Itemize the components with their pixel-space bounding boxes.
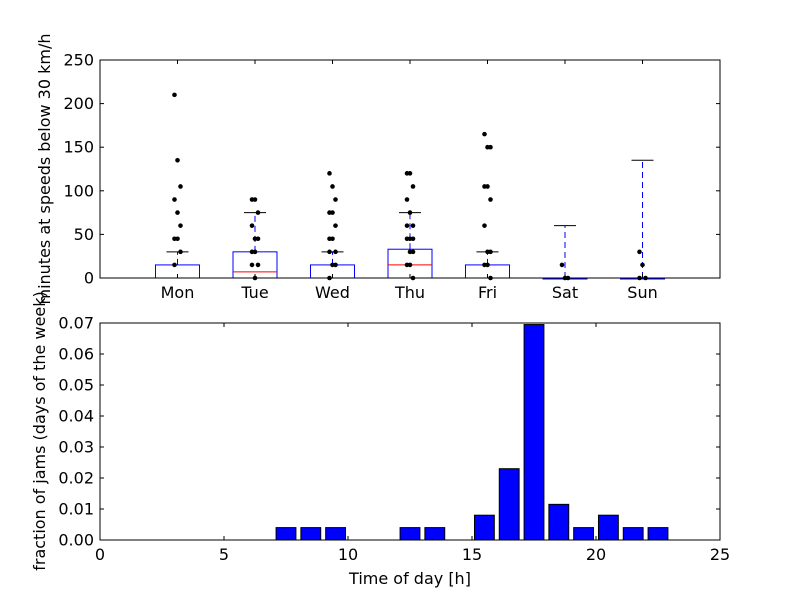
- box-plot-y-tick-label: 0: [84, 269, 94, 288]
- bar-chart-x-ticks: 0 5 10 15 20 25: [95, 323, 730, 564]
- box-outlier-point: [249, 223, 255, 228]
- box-outlier-point: [175, 157, 180, 163]
- box-outlier-point: [172, 197, 177, 202]
- bar-hour-12: [399, 527, 421, 541]
- bar-chart-y-axis-label: fraction of jams (days of the week): [30, 291, 49, 571]
- box-outlier-point: [255, 262, 261, 268]
- box-outlier-point: [333, 249, 338, 255]
- bar-chart-x-tick-label: 15: [462, 545, 482, 564]
- box-outlier-point: [407, 171, 413, 176]
- box-outlier-point: [488, 197, 493, 202]
- bar-hour-17: [523, 324, 545, 541]
- box-outlier-point: [175, 210, 180, 215]
- bar-plot-area: [275, 324, 669, 541]
- bar-chart-y-tick-label: 0.06: [58, 345, 94, 364]
- bar-hour-22: [647, 527, 669, 541]
- box-plot-x-tick-label: Mon: [161, 283, 195, 302]
- box-outlier-point: [327, 171, 332, 176]
- box-outlier-point: [404, 223, 410, 228]
- box-outlier-point: [559, 262, 565, 268]
- box-plot-x-tick-label: Fri: [478, 283, 497, 302]
- bar-hour-20: [597, 514, 619, 541]
- box-plot-x-tick-label: Thu: [394, 283, 425, 302]
- bar-hour-8: [300, 527, 322, 541]
- box-outlier-point: [252, 249, 258, 255]
- bar-chart-y-tick-label: 0.00: [58, 531, 94, 550]
- box-outlier-point: [330, 210, 335, 215]
- box-outlier-point: [410, 223, 416, 228]
- box-plot-y-ticks: 0 50 100 150 200 250: [63, 51, 720, 288]
- box-outlier-point: [178, 184, 183, 189]
- box-outlier-point: [637, 249, 642, 255]
- bar-chart-y-ticks: 0.00 0.01 0.02 0.03 0.04 0.05 0.06 0.07: [58, 314, 720, 550]
- box-outlier-point: [249, 262, 255, 268]
- box-outlier-point: [178, 223, 183, 228]
- box-outlier-point: [407, 262, 413, 268]
- box-outlier-point: [330, 184, 335, 189]
- box-outlier-point: [485, 184, 490, 189]
- bar-chart-x-tick-label: 20: [586, 545, 606, 564]
- bar-hour-15: [473, 514, 495, 541]
- bar-chart-y-tick-label: 0.01: [58, 500, 94, 519]
- box-plot-y-tick-label: 100: [63, 181, 94, 200]
- box-outlier-point: [410, 184, 416, 189]
- box-plot-y-axis-label: minutes at speeds below 30 km/h: [35, 33, 54, 304]
- box-plot-x-tick-label: Tue: [240, 283, 268, 302]
- box-plot-y-tick-label: 200: [63, 94, 94, 113]
- box-outlier-point: [404, 236, 410, 242]
- bar-hour-18: [548, 503, 570, 541]
- bar-chart-x-axis-label: Time of day [h]: [348, 569, 471, 588]
- bar-hour-19: [573, 527, 595, 541]
- bar-chart-x-tick-label: 10: [338, 545, 358, 564]
- box-outlier-point: [410, 249, 416, 255]
- box-outlier-point: [255, 236, 261, 242]
- bar-chart-y-tick-label: 0.04: [58, 407, 94, 426]
- bar-chart-x-tick-label: 25: [710, 545, 730, 564]
- box-outlier-point: [175, 236, 180, 242]
- box-outlier-point: [640, 262, 645, 268]
- box-outlier-point: [330, 236, 335, 242]
- bar-chart-y-tick-label: 0.02: [58, 469, 94, 488]
- box-outlier-point: [410, 236, 416, 242]
- box-outlier-point: [333, 262, 338, 268]
- bar-chart: 0.00 0.01 0.02 0.03 0.04 0.05 0.06 0.07 0 5 10 15 2…: [30, 291, 730, 588]
- box-outlier-point: [485, 262, 490, 268]
- bar-hour-13: [424, 527, 446, 541]
- box-plot-x-ticks: Mon Tue Wed Thu Fri Sat Sun: [161, 60, 658, 302]
- box-outlier-point: [482, 223, 487, 228]
- box-plot-x-tick-label: Sat: [552, 283, 578, 302]
- box-outlier-point: [404, 197, 410, 202]
- bar-chart-x-tick-label: 0: [95, 545, 105, 564]
- box-outlier-point: [488, 144, 493, 150]
- box-outlier-point: [178, 249, 183, 255]
- box-outlier-point: [488, 249, 493, 255]
- bar-chart-y-tick-label: 0.07: [58, 314, 94, 333]
- bar-hour-21: [622, 527, 644, 541]
- box-outlier-point: [327, 249, 332, 255]
- box-plot-chart: 0 50 100 150 200 250 Mon Tue Wed Thu Fri Sat Sun mi…: [35, 33, 721, 305]
- box-outlier-point: [333, 197, 338, 202]
- box-plot-y-tick-label: 250: [63, 51, 94, 70]
- box-plot-x-tick-label: Sun: [627, 283, 657, 302]
- box-outlier-point: [482, 131, 487, 137]
- box-outlier-point: [407, 210, 413, 215]
- box-plot-y-tick-label: 150: [63, 138, 94, 157]
- box-outlier-point: [172, 262, 177, 268]
- box-outlier-point: [255, 210, 261, 215]
- box-plot-x-tick-label: Wed: [315, 283, 350, 302]
- bar-chart-y-tick-label: 0.05: [58, 376, 94, 395]
- bar-hour-9: [325, 527, 347, 541]
- box-plot-y-tick-label: 50: [74, 225, 94, 244]
- bar-chart-x-tick-label: 5: [219, 545, 229, 564]
- box-outlier-point: [172, 92, 177, 98]
- bar-hour-7: [275, 527, 297, 541]
- bar-hour-16: [498, 468, 520, 541]
- box-outlier-point: [333, 223, 338, 228]
- box-outlier-point: [252, 197, 258, 202]
- bar-chart-y-tick-label: 0.03: [58, 438, 94, 457]
- bar-chart-frame: [99, 322, 721, 541]
